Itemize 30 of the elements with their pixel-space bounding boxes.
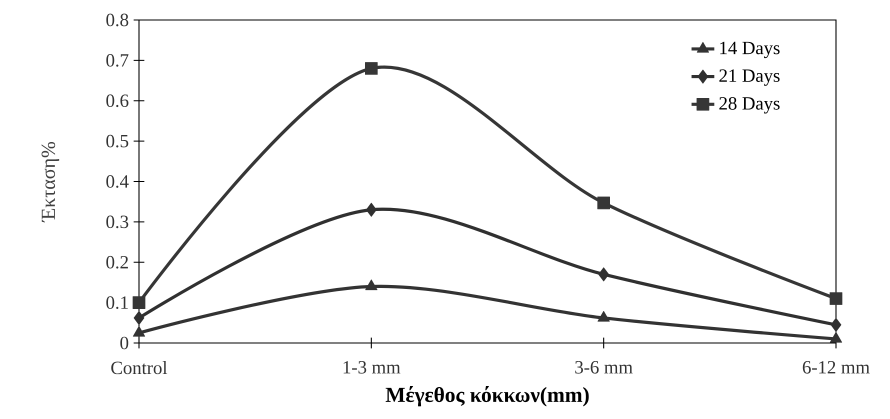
- y-tick-label: 0.7: [106, 54, 128, 67]
- x-tick-label: 6-12 mm: [802, 361, 870, 374]
- y-tick-label: 0.8: [106, 14, 128, 26]
- point: [365, 279, 378, 290]
- point: [132, 326, 146, 337]
- y-axis-title: Έκταση%: [42, 142, 60, 222]
- point: [830, 318, 842, 332]
- x-tick-label: Control: [111, 361, 168, 374]
- y-tick-label: 0.4: [106, 175, 129, 188]
- point: [830, 332, 842, 343]
- point: [830, 292, 842, 305]
- point: [598, 267, 609, 282]
- y-tick-label: 0.6: [106, 94, 128, 108]
- y-tick-label: 0.3: [106, 216, 128, 228]
- y-tick-label: 0.2: [106, 256, 128, 269]
- x-axis-title: Μέγεθος κόκκων(mm): [386, 386, 589, 406]
- y-tick-label: 0.1: [106, 296, 128, 309]
- point: [366, 202, 377, 217]
- point: [598, 310, 610, 322]
- legend-label: 28 Days: [719, 97, 780, 114]
- y-tick-label: 0: [120, 336, 128, 350]
- x-tick-label: 3-6 mm: [575, 361, 633, 374]
- point: [134, 310, 144, 325]
- point: [597, 196, 610, 210]
- point: [132, 296, 146, 309]
- legend-label: 14 Days: [720, 42, 780, 58]
- x-tick-label: 1-3 mm: [344, 361, 400, 374]
- y-tick-label: 0.5: [106, 134, 128, 148]
- point: [364, 62, 378, 75]
- legend-label: 21 Days: [719, 69, 780, 86]
